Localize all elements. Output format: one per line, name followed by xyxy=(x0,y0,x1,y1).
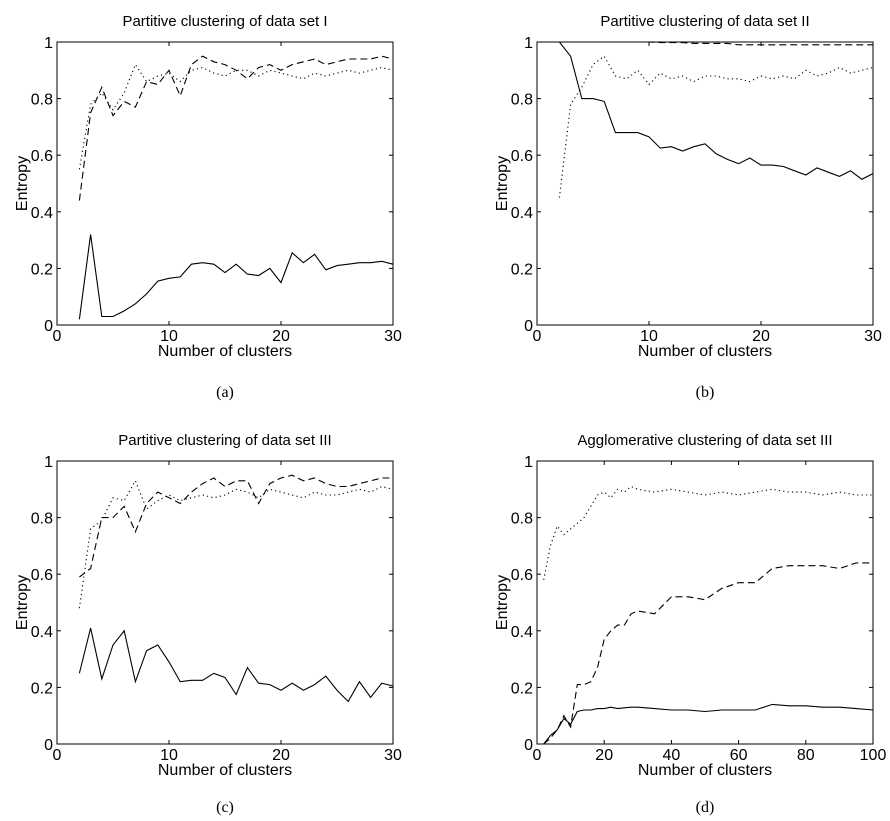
y-tick-label: 0.6 xyxy=(511,567,533,584)
panel-caption: (d) xyxy=(696,799,715,816)
panel-caption: (b) xyxy=(696,384,715,401)
x-tick-label: 10 xyxy=(160,328,178,345)
y-tick-label: 0.4 xyxy=(31,624,53,641)
x-tick-label: 40 xyxy=(663,747,681,764)
panel-c: 0 10 20 30 0 0.2 0.4 0.6 0.8 1 Partitive clusterin… xyxy=(14,432,402,816)
y-tick-label: 0.2 xyxy=(511,680,533,697)
y-tick-label: 0.8 xyxy=(31,92,53,109)
x-tick-label: 10 xyxy=(160,747,178,764)
y-tick-label: 1 xyxy=(524,454,533,471)
series-line-dotted xyxy=(78,479,394,609)
series-line-solid xyxy=(78,627,394,703)
y-tick-label: 0.6 xyxy=(511,148,533,165)
x-tick-label: 30 xyxy=(864,328,882,345)
y-tick-label: 0 xyxy=(524,737,533,754)
y-tick-label: 0.8 xyxy=(31,511,53,528)
chart-title: Agglomerative clustering of data set III xyxy=(577,432,832,449)
axes-box xyxy=(56,460,394,745)
y-tick-label: 0.2 xyxy=(511,261,533,278)
x-tick-label: 20 xyxy=(595,747,613,764)
x-tick-label: 0 xyxy=(533,747,542,764)
panel-d: 0 20 40 60 80 100 0 0.2 0.4 0.6 0.8 1 Agglomerative … xyxy=(494,432,886,816)
x-axis-label: Number of clusters xyxy=(638,343,772,360)
y-tick-label: 0.2 xyxy=(31,680,53,697)
y-tick-label: 0.6 xyxy=(31,148,53,165)
series-line-dashed xyxy=(79,474,393,578)
x-axis-label: Number of clusters xyxy=(158,343,292,360)
series-line-dashed xyxy=(543,562,873,745)
chart-title: Partitive clustering of data set II xyxy=(600,13,809,30)
panel-caption: (c) xyxy=(216,799,234,816)
y-tick-label: 0 xyxy=(524,318,533,335)
y-tick-label: 1 xyxy=(44,454,53,471)
x-tick-label: 30 xyxy=(384,328,402,345)
y-tick-label: 0.8 xyxy=(511,92,533,109)
x-tick-label: 60 xyxy=(730,747,748,764)
x-tick-label: 10 xyxy=(640,328,658,345)
x-axis-label: Number of clusters xyxy=(638,762,772,779)
axes-box xyxy=(536,460,874,745)
panel-b: 0 10 20 30 0 0.2 0.4 0.6 0.8 1 Partitive clusterin… xyxy=(494,13,882,401)
axes-box xyxy=(56,41,394,326)
y-tick-label: 0.4 xyxy=(511,205,533,222)
x-tick-label: 20 xyxy=(272,747,290,764)
x-tick-label: 100 xyxy=(860,747,887,764)
y-tick-label: 0 xyxy=(44,318,53,335)
y-tick-label: 0.2 xyxy=(31,261,53,278)
x-tick-label: 20 xyxy=(272,328,290,345)
y-axis-label: Entropy xyxy=(14,156,31,211)
y-tick-label: 0.8 xyxy=(511,511,533,528)
axes-box xyxy=(536,41,874,326)
y-tick-label: 1 xyxy=(524,35,533,52)
y-axis-label: Entropy xyxy=(14,575,31,630)
x-tick-label: 20 xyxy=(752,328,770,345)
x-tick-label: 80 xyxy=(797,747,815,764)
y-tick-label: 1 xyxy=(44,35,53,52)
series-line-solid xyxy=(558,41,874,180)
x-tick-label: 30 xyxy=(384,747,402,764)
y-tick-label: 0.4 xyxy=(31,205,53,222)
x-tick-label: 0 xyxy=(533,328,542,345)
series-line-dotted xyxy=(558,55,874,198)
series-line-dashed xyxy=(559,41,873,46)
x-tick-label: 0 xyxy=(53,747,62,764)
y-axis-label: Entropy xyxy=(494,156,511,211)
x-axis-label: Number of clusters xyxy=(158,762,292,779)
y-tick-label: 0.6 xyxy=(31,567,53,584)
y-axis-label: Entropy xyxy=(494,575,511,630)
x-tick-label: 0 xyxy=(53,328,62,345)
series-line-solid xyxy=(543,703,874,745)
chart-title: Partitive clustering of data set III xyxy=(118,432,331,449)
y-tick-label: 0 xyxy=(44,737,53,754)
panel-caption: (a) xyxy=(216,384,234,401)
panel-a: 0 10 20 30 0 0.2 0.4 0.6 0.8 1 Partitive clusterin… xyxy=(14,13,402,401)
series-line-dashed xyxy=(78,55,394,201)
series-line-solid xyxy=(78,234,394,320)
series-line-dotted xyxy=(78,63,394,170)
chart-title: Partitive clustering of data set I xyxy=(122,13,327,30)
y-tick-label: 0.4 xyxy=(511,624,533,641)
